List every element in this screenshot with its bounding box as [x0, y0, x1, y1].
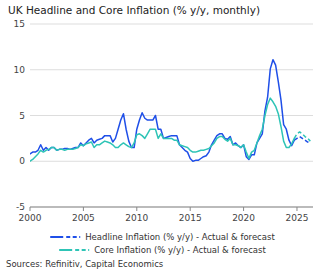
x-tick [83, 207, 84, 211]
x-tick-label: 2015 [179, 213, 202, 223]
y-tick-label: 10 [14, 65, 26, 75]
x-tick [190, 207, 191, 211]
legend-swatch [66, 236, 80, 238]
x-tick [30, 207, 31, 211]
x-tick-label: 2010 [125, 213, 148, 223]
legend-label: Core Inflation (% y/y) - Actual & foreca… [94, 245, 266, 255]
legend-swatch [75, 249, 89, 251]
y-axis: -5 0 5 10 15 [14, 19, 313, 212]
x-tick [136, 207, 137, 211]
x-tick-label: 2020 [232, 213, 255, 223]
series-line [30, 98, 294, 161]
x-axis-line [30, 207, 313, 208]
legend-label: Headline Inflation (% y/y) - Actual & fo… [85, 232, 275, 242]
chart: UK Headline and Core Inflation (% y/y, m… [0, 0, 325, 273]
lines [30, 60, 310, 162]
series-line [294, 132, 310, 141]
x-tick-label: 2000 [19, 213, 42, 223]
x-tick [243, 207, 244, 211]
x-tick [296, 207, 297, 211]
y-tick-label: 0 [19, 156, 25, 166]
grid-line [30, 207, 313, 208]
legend-swatch [59, 249, 72, 251]
series-line [294, 137, 310, 143]
series-line [30, 60, 294, 162]
grid-line [30, 161, 313, 162]
legend-item: Core Inflation (% y/y) - Actual & foreca… [59, 245, 266, 255]
x-tick-label: 2025 [286, 213, 309, 223]
legend-item: Headline Inflation (% y/y) - Actual & fo… [50, 232, 275, 242]
y-tick-label: 15 [14, 19, 25, 29]
title: UK Headline and Core Inflation (% y/y, m… [8, 4, 260, 16]
legend: Headline Inflation (% y/y) - Actual & fo… [50, 232, 275, 255]
y-tick-label: -5 [16, 202, 25, 212]
grid-line [30, 115, 313, 116]
x-axis: 2000 2005 2010 2015 2020 2025 [19, 207, 313, 223]
y-tick-label: 5 [19, 111, 25, 121]
legend-swatch [50, 236, 63, 238]
x-tick-label: 2005 [72, 213, 95, 223]
grid-line [30, 24, 313, 25]
source-note: Sources: Refinitiv, Capital Economics [6, 259, 164, 269]
